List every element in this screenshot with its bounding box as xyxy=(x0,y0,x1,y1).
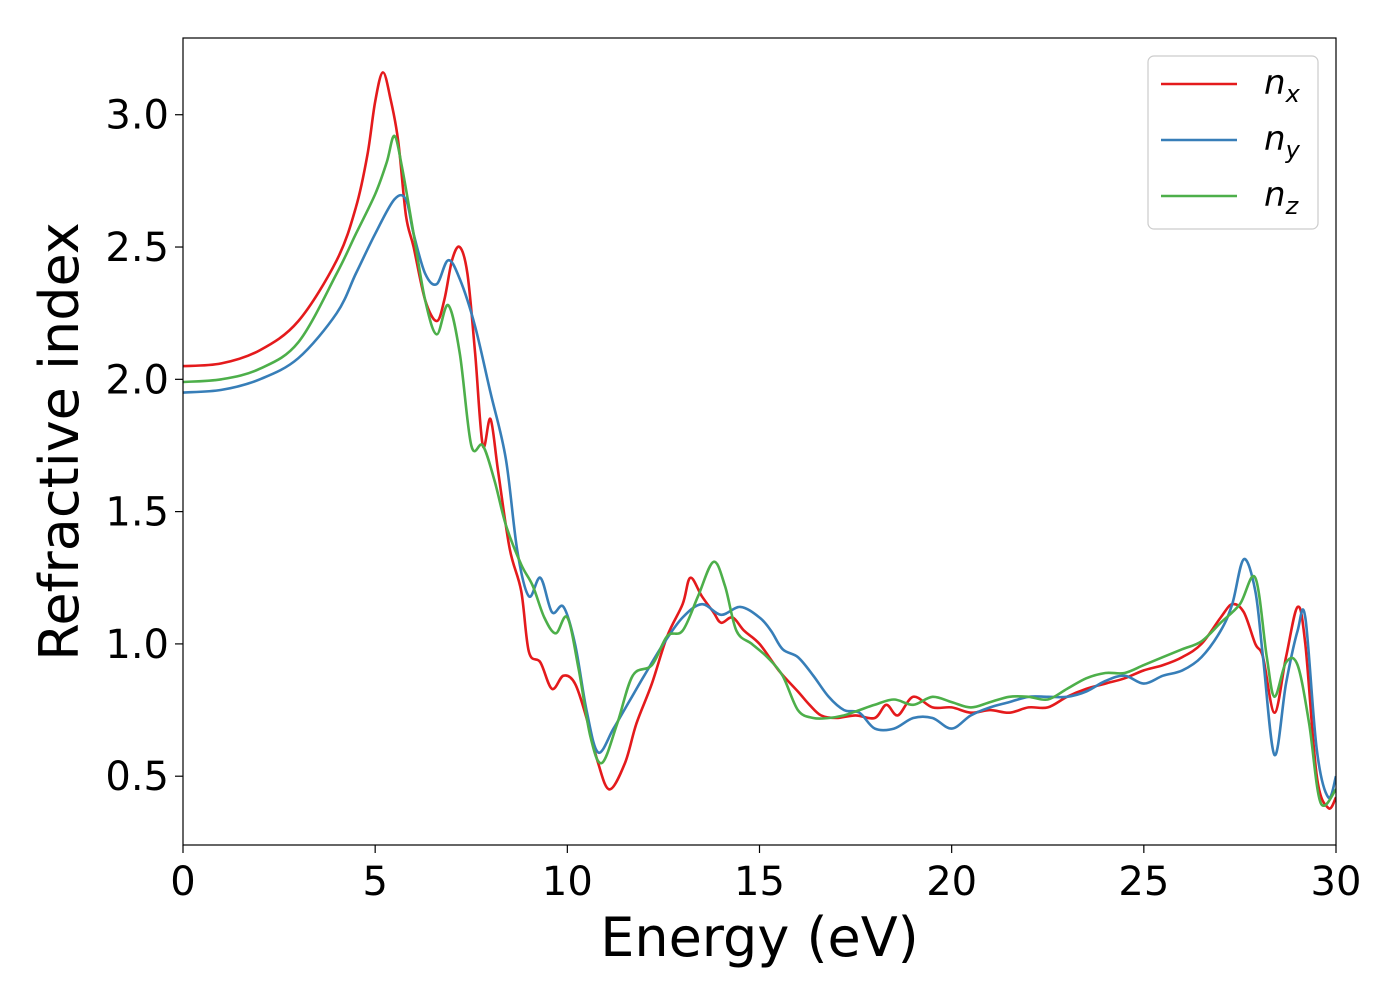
series-line-ny xyxy=(183,193,1336,800)
y-tick-label: 3.0 xyxy=(105,93,169,139)
x-axis-label: Energy (eV) xyxy=(600,906,919,969)
x-tick-label: 5 xyxy=(362,859,387,905)
y-tick-label: 0.5 xyxy=(105,754,169,800)
y-axis: 0.5 1.0 1.5 2.0 2.5 3.0 xyxy=(105,93,183,800)
x-tick-label: 25 xyxy=(1118,859,1169,905)
series-line-nz xyxy=(183,134,1336,807)
x-tick-label: 30 xyxy=(1311,859,1362,905)
x-axis: 0 5 10 15 20 25 30 xyxy=(170,845,1361,905)
y-tick-label: 2.5 xyxy=(105,225,169,271)
x-tick-label: 10 xyxy=(542,859,593,905)
legend-box xyxy=(1147,55,1319,230)
x-tick-label: 20 xyxy=(926,859,977,905)
series-layer xyxy=(183,71,1336,810)
y-tick-label: 2.0 xyxy=(105,357,169,403)
series-line-nx xyxy=(183,71,1336,810)
x-tick-label: 15 xyxy=(734,859,785,905)
y-tick-label: 1.5 xyxy=(105,490,169,536)
x-tick-label: 0 xyxy=(170,859,195,905)
y-tick-label: 1.0 xyxy=(105,622,169,668)
y-axis-label: Refractive index xyxy=(28,222,91,661)
